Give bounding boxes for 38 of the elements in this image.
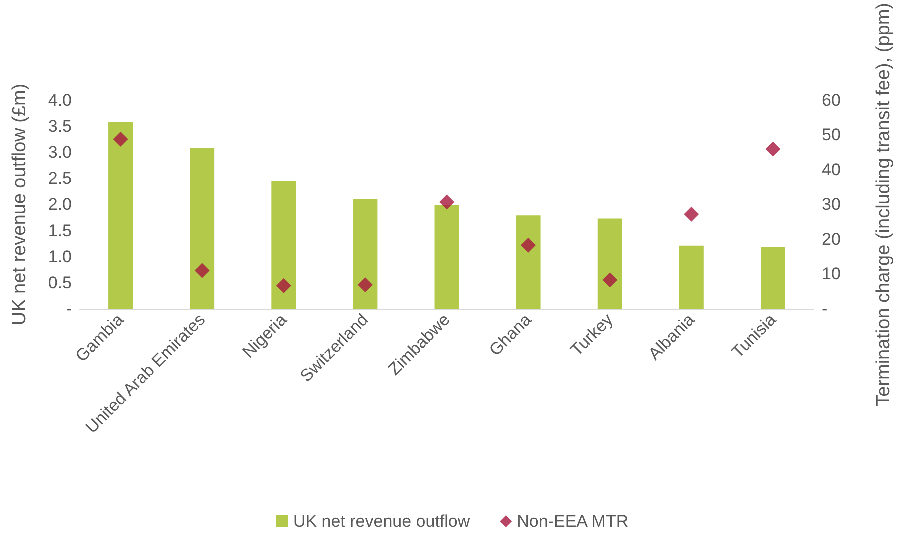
y2-tick-label: - <box>822 300 828 318</box>
y2-tick-label: 30 <box>822 195 841 214</box>
y-tick-label: 3.5 <box>48 116 72 136</box>
y-tick-label: 3.0 <box>48 143 72 162</box>
legend-label: Non-EEA MTR <box>517 512 629 531</box>
y2-tick-label: 20 <box>822 230 841 249</box>
y-tick-label: 4.0 <box>48 90 72 110</box>
y2-tick-label: 60 <box>822 90 841 110</box>
bar <box>516 216 541 309</box>
y2-tick-label: 50 <box>822 126 841 145</box>
bar <box>190 148 215 309</box>
y2-tick-label: 40 <box>822 160 841 180</box>
y-tick-label: 1.5 <box>48 221 72 240</box>
y-tick-label: - <box>66 300 72 318</box>
bar <box>598 218 622 309</box>
point <box>602 272 618 288</box>
bar <box>679 246 704 309</box>
bar <box>108 122 134 309</box>
y2-axis-title: Termination charge (including transit fee), (ppm) <box>874 2 894 406</box>
y-axis-title: UK net revenue outflow (£m) <box>10 84 30 326</box>
bar <box>760 247 786 309</box>
point <box>194 263 210 278</box>
bar <box>353 198 378 309</box>
y2-tick-label: 10 <box>822 264 841 284</box>
point <box>276 278 292 294</box>
y-tick-label: 2.0 <box>48 195 72 214</box>
y-tick-label: 1.0 <box>48 247 72 266</box>
point <box>358 278 373 293</box>
point <box>521 238 536 253</box>
point <box>684 206 700 222</box>
bar <box>434 205 460 309</box>
point <box>440 194 454 210</box>
bar <box>272 181 296 309</box>
point <box>113 132 128 147</box>
point <box>766 142 781 157</box>
legend-label: UK net revenue outflow <box>293 512 471 531</box>
y-tick-label: 0.5 <box>48 273 72 292</box>
y-tick-label: 2.5 <box>48 169 72 188</box>
